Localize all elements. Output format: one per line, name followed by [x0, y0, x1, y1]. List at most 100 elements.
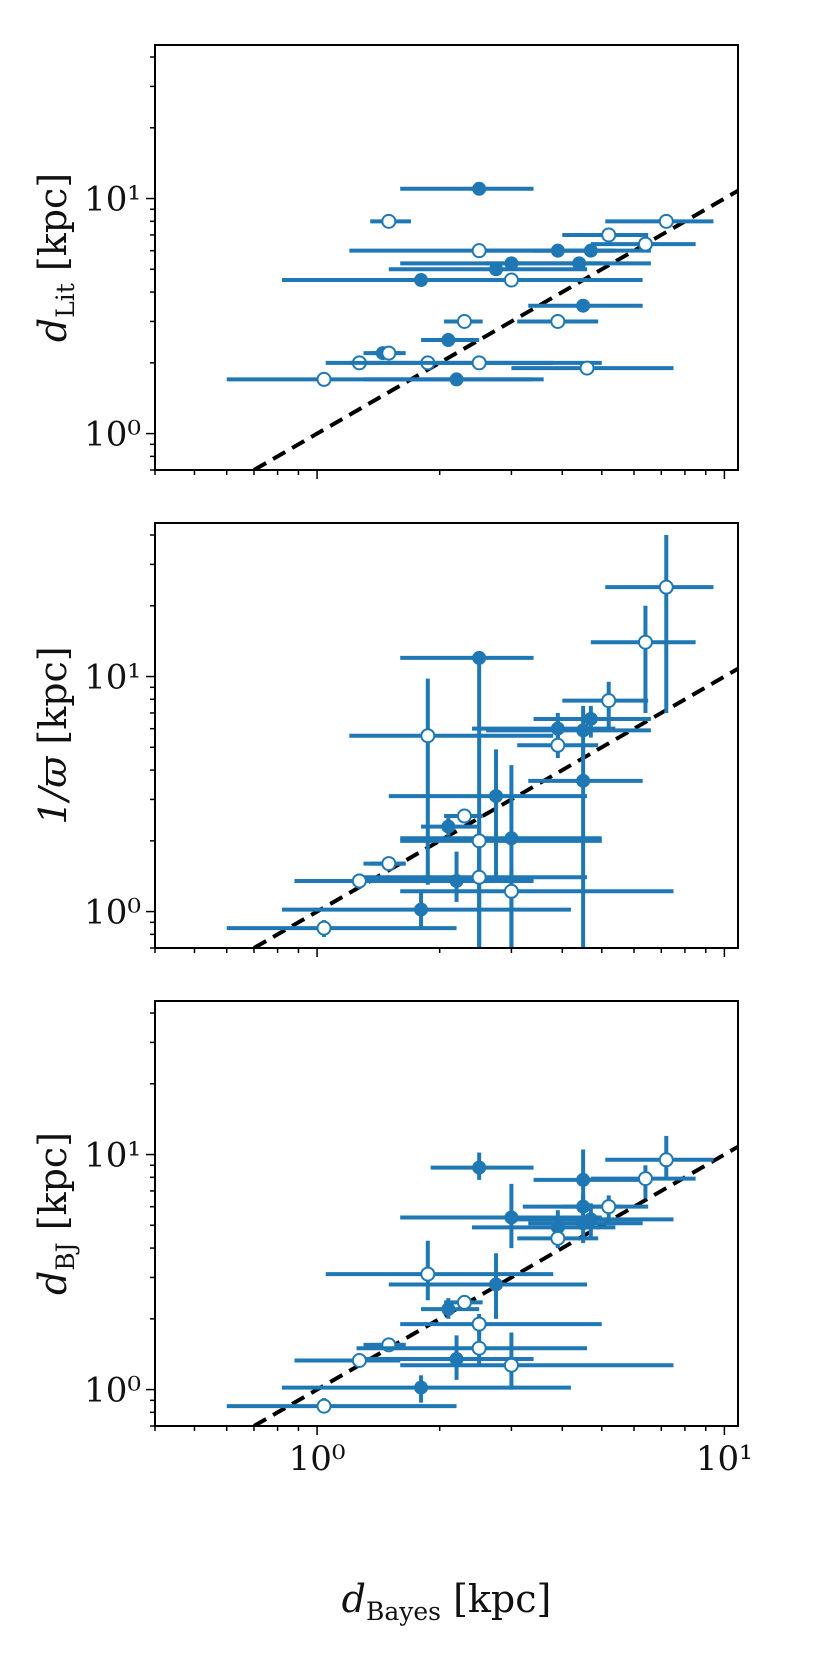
data-point-open: [226, 1398, 457, 1414]
marker-filled: [472, 650, 487, 665]
data-point-open: [226, 920, 457, 937]
marker-open: [471, 1340, 487, 1356]
data-point-open: [400, 1332, 674, 1390]
marker-open: [601, 227, 617, 243]
data-point-open: [562, 681, 649, 729]
data-point-open: [562, 227, 649, 243]
data-point-open: [400, 355, 602, 371]
marker-open: [658, 213, 674, 229]
marker-filled: [414, 1380, 429, 1395]
data-point-filled: [388, 749, 588, 878]
marker-filled: [576, 723, 591, 738]
marker-open: [381, 213, 397, 229]
plot-area: [226, 535, 738, 948]
data-point-open: [517, 313, 599, 329]
marker-filled: [583, 1212, 598, 1227]
marker-open: [316, 920, 332, 936]
data-point-filled: [400, 181, 534, 196]
y-tick-label: 10⁰: [84, 893, 141, 933]
y-tick-label: 10⁰: [84, 415, 141, 455]
marker-open: [658, 1152, 674, 1168]
data-point-filled: [281, 892, 571, 929]
data-point-open: [294, 873, 401, 889]
data-point-open: [562, 1195, 649, 1220]
x-axis-label: dBayes [kpc]: [342, 1577, 552, 1626]
data-point-open: [370, 345, 406, 361]
marker-open: [420, 728, 436, 744]
y-axis-label: dLit [kpc]: [31, 173, 80, 342]
y-tick-label: 10⁰: [84, 1371, 141, 1411]
marker-filled: [472, 181, 487, 196]
y-axis-label: 1/ϖ [kpc]: [31, 646, 75, 824]
data-point-filled: [486, 256, 651, 271]
marker-filled: [489, 789, 504, 804]
marker-open: [637, 1171, 653, 1187]
marker-open: [316, 1398, 332, 1414]
reference-line: [252, 1144, 738, 1426]
plot-area: [226, 1135, 738, 1426]
data-point-filled: [388, 262, 588, 277]
marker-open: [550, 1230, 566, 1246]
data-point-open: [356, 1329, 588, 1367]
axes-frame: [154, 44, 739, 471]
reference-line: [252, 188, 738, 470]
axes-frame: [154, 522, 739, 949]
marker-open: [351, 1352, 367, 1368]
marker-open: [503, 883, 519, 899]
marker-open: [471, 1316, 487, 1332]
marker-filled: [583, 711, 598, 726]
marker-filled: [441, 819, 456, 834]
marker-filled: [414, 902, 429, 917]
data-point-filled: [533, 705, 651, 738]
reference-line: [252, 666, 738, 948]
data-point-open: [517, 720, 599, 759]
marker-open: [471, 355, 487, 371]
marker-open: [456, 313, 472, 329]
marker-filled: [576, 773, 591, 788]
marker-open: [637, 236, 653, 252]
marker-open: [471, 869, 487, 885]
data-point-open: [294, 1352, 401, 1368]
marker-open: [381, 345, 397, 361]
data-point-filled: [388, 1253, 588, 1319]
data-point-filled: [528, 298, 643, 313]
y-tick-label: 10¹: [84, 658, 141, 698]
marker-open: [471, 833, 487, 849]
marker-filled: [572, 256, 587, 271]
data-point-open: [517, 1229, 599, 1249]
data-point-filled: [511, 1203, 674, 1239]
axes-frame: [154, 1000, 739, 1427]
y-tick-label: 10¹: [84, 1136, 141, 1176]
data-point-open: [400, 870, 674, 948]
marker-filled: [576, 298, 591, 313]
marker-filled: [441, 333, 456, 348]
marker-open: [471, 243, 487, 259]
data-point-open: [605, 213, 714, 229]
x-tick-label: 10¹: [696, 1439, 753, 1479]
data-point-open: [356, 846, 588, 948]
data-point-open: [605, 535, 714, 713]
data-point-filled: [421, 818, 480, 836]
y-axis-label: dBJ [kpc]: [31, 1132, 80, 1295]
data-point-filled: [528, 747, 643, 948]
data-point-open: [400, 1313, 602, 1336]
data-point-filled: [281, 1375, 571, 1403]
marker-filled: [441, 1302, 456, 1317]
data-point-open: [226, 371, 544, 387]
data-point-open: [444, 808, 483, 824]
marker-filled: [449, 1351, 464, 1366]
data-point-open: [444, 313, 483, 329]
plot-area: [226, 181, 738, 470]
marker-open: [316, 371, 332, 387]
data-point-open: [590, 236, 696, 252]
data-point-open: [349, 678, 554, 885]
data-point-open: [370, 213, 411, 229]
marker-filled: [489, 262, 504, 277]
data-point-filled: [533, 1149, 651, 1204]
data-point-open: [430, 272, 643, 288]
marker-open: [550, 737, 566, 753]
data-point-open: [590, 605, 696, 713]
marker-filled: [576, 1172, 591, 1187]
